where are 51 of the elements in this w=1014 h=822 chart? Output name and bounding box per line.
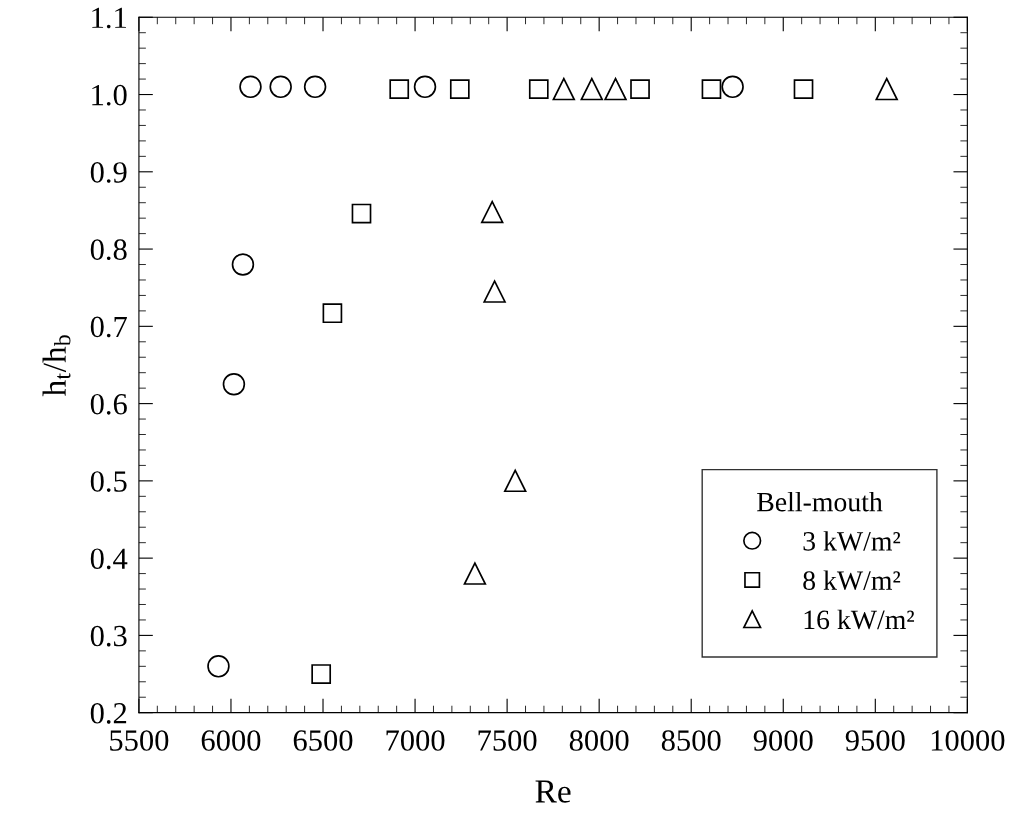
point <box>269 75 292 99</box>
x-tick-label: 7000 <box>386 730 445 751</box>
point <box>630 79 650 99</box>
point <box>311 664 332 684</box>
legend-title: Bell-mouth <box>757 491 883 512</box>
y-tick-label: 0.8 <box>90 239 127 261</box>
point <box>604 77 627 101</box>
point <box>875 77 898 101</box>
y-tick-label: 0.3 <box>90 625 127 647</box>
point <box>231 253 255 276</box>
point <box>721 75 744 99</box>
point <box>580 77 604 101</box>
x-tick-label: 6000 <box>201 730 261 751</box>
x-axis-title: Re <box>535 780 571 803</box>
point <box>322 303 343 324</box>
y-tick-label: 0.2 <box>90 702 127 724</box>
point <box>413 75 437 99</box>
point <box>483 280 506 303</box>
point <box>351 203 372 224</box>
point <box>449 79 470 99</box>
x-tick-label: 6500 <box>293 730 353 751</box>
x-tick-label: 5500 <box>110 730 169 751</box>
point <box>463 562 487 585</box>
y-tick-label: 0.6 <box>90 393 127 415</box>
x-tick-label: 7500 <box>478 730 537 751</box>
y-tick-label: 0.9 <box>90 162 127 183</box>
point <box>389 79 410 99</box>
x-tick-label: 9000 <box>753 730 813 751</box>
legend-label: 8 kW/m² <box>803 570 901 591</box>
y-tick-label: 0.5 <box>90 471 127 492</box>
point <box>528 79 549 99</box>
x-tick-label: 10000 <box>931 730 1005 751</box>
y-tick-label: 0.7 <box>90 316 127 338</box>
y-tick-label: 0.4 <box>90 548 128 570</box>
point <box>303 75 327 99</box>
x-tick-label: 9500 <box>845 730 905 751</box>
point <box>701 79 722 99</box>
point <box>239 75 262 99</box>
point <box>503 469 527 493</box>
x-tick-label: 8500 <box>661 730 721 751</box>
point <box>552 77 576 101</box>
x-tick-label: 8000 <box>569 730 629 751</box>
legend-label: 3 kW/m² <box>803 531 901 551</box>
y-tick-label: 1.0 <box>92 84 127 106</box>
y-tick-label: 1.1 <box>92 7 126 29</box>
point <box>793 79 814 99</box>
y-axis-title: h$_{t}$/h$_{b}$ <box>42 335 71 397</box>
point <box>207 655 230 678</box>
point <box>222 373 246 396</box>
point <box>480 200 504 224</box>
legend-label: 16 kW/m² <box>804 609 915 630</box>
